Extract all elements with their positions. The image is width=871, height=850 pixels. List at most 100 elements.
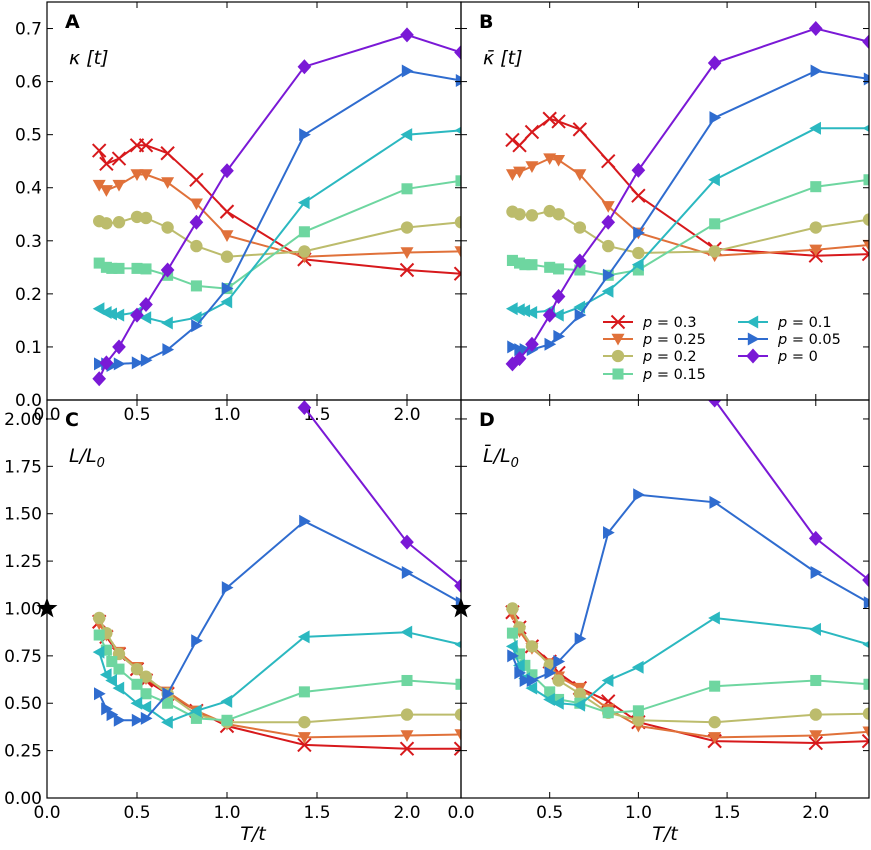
legend-marker — [612, 368, 624, 380]
data-point — [112, 216, 126, 229]
data-point — [113, 713, 126, 727]
panel-letter: B — [479, 11, 493, 33]
series-p-0-05 — [507, 64, 869, 357]
data-point — [111, 151, 127, 166]
data-point — [862, 640, 869, 649]
y-tick-label: 0.3 — [15, 232, 42, 252]
data-point — [161, 715, 173, 729]
panel-letter: A — [65, 11, 80, 33]
data-point — [513, 208, 526, 221]
data-point — [553, 263, 565, 275]
data-point — [863, 678, 869, 690]
data-point — [297, 59, 312, 75]
data-point — [139, 211, 153, 225]
panel-a: 0.0 0.5 1.0 1.5 2.00.00.10.20.30.40.50.60.7 A… — [15, 1, 462, 425]
data-point — [400, 247, 414, 259]
data-point — [162, 343, 175, 357]
data-point — [709, 495, 722, 509]
x-tick-label: 2.0 — [393, 803, 420, 823]
data-point — [189, 172, 204, 187]
data-point — [709, 111, 722, 125]
data-point — [808, 530, 823, 546]
y-axis-label: κ̄ [t] — [483, 47, 523, 69]
series-p-0-1 — [505, 611, 869, 712]
x-tick-label: 1.0 — [213, 803, 240, 823]
data-point — [633, 226, 645, 240]
data-point — [454, 126, 461, 135]
data-point — [220, 250, 234, 263]
legend-marker — [746, 348, 760, 364]
data-point — [863, 174, 869, 186]
data-point — [113, 262, 125, 274]
series-p-0-25 — [92, 169, 461, 264]
y-tick-label: 1.50 — [4, 505, 42, 525]
data-point — [601, 153, 616, 169]
data-point — [810, 674, 822, 687]
legend-label: p = 0.15 — [642, 367, 706, 383]
series-p-0-15 — [93, 175, 461, 295]
data-point — [221, 714, 233, 726]
data-point — [709, 218, 721, 230]
x-tick-label: 1.5 — [303, 803, 330, 823]
data-point — [863, 72, 869, 86]
data-point — [113, 663, 125, 675]
series-p-0-2 — [506, 204, 869, 260]
y-tick-label: 1.25 — [4, 552, 42, 572]
data-point — [602, 707, 614, 719]
data-point — [552, 208, 565, 221]
data-point — [297, 737, 312, 753]
data-point — [219, 204, 235, 219]
series-p-0 — [505, 21, 869, 372]
series-p-0-3 — [91, 138, 461, 281]
data-point — [525, 640, 539, 653]
data-point — [400, 128, 413, 142]
x-tick-label: 0.0 — [447, 803, 474, 823]
data-point — [189, 311, 202, 325]
data-point — [513, 658, 525, 672]
data-point — [454, 640, 461, 649]
data-point — [512, 138, 527, 153]
data-point — [162, 697, 174, 709]
data-point — [601, 214, 616, 230]
y-tick-label: 0.5 — [15, 126, 42, 146]
data-point — [161, 177, 175, 189]
data-point — [297, 732, 311, 744]
data-point — [139, 169, 153, 181]
data-point — [454, 708, 461, 721]
data-point — [131, 356, 144, 370]
data-point — [631, 188, 646, 203]
data-point — [573, 698, 586, 712]
data-point — [573, 169, 587, 181]
y-tick-label: 0.75 — [4, 647, 42, 667]
x-tick-label: 0.5 — [536, 803, 563, 823]
panel-d: 0.0 0.5 1.0 1.5 2.0 D L̄/L0 — [447, 399, 870, 823]
data-point — [544, 337, 557, 351]
series-line — [99, 69, 461, 367]
series-p-0-1 — [92, 126, 461, 330]
data-point — [131, 262, 143, 274]
legend-label: p = 0.3 — [642, 315, 697, 331]
legend-entry: p = 0.15 — [603, 367, 706, 383]
data-point — [808, 21, 823, 37]
x-tick-label: 0.0 — [33, 803, 60, 823]
data-point — [573, 687, 587, 700]
series-line — [303, 406, 461, 587]
data-point — [139, 700, 152, 714]
data-point — [93, 629, 105, 641]
series-line — [511, 608, 869, 724]
series-p-0-2 — [506, 602, 869, 729]
y-tick-label: 0.25 — [4, 742, 42, 762]
data-point — [140, 688, 152, 700]
data-point — [454, 729, 461, 742]
legend-label: p = 0 — [777, 349, 818, 365]
series-p-0-1 — [92, 625, 461, 729]
legend-marker — [746, 315, 759, 329]
legend-marker — [611, 333, 625, 346]
data-point — [708, 173, 720, 187]
data-point — [190, 280, 202, 292]
data-point — [861, 246, 869, 262]
legend-label: p = 0.05 — [777, 332, 841, 348]
data-point — [99, 668, 112, 682]
data-point — [131, 678, 143, 690]
data-point — [455, 175, 461, 187]
